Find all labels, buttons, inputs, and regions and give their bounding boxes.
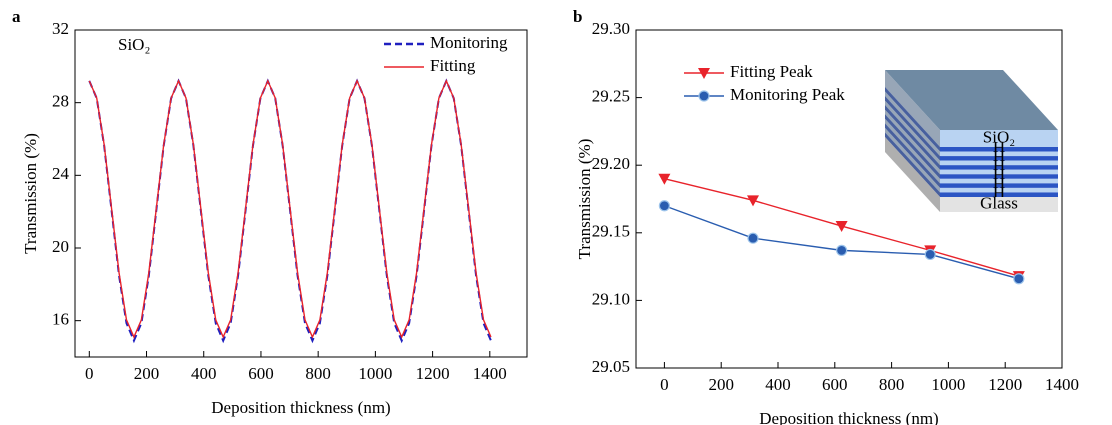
inset-layer-side	[885, 87, 940, 152]
inset-layer-side	[885, 114, 940, 179]
inset-layer-side	[885, 137, 940, 212]
marker	[658, 200, 671, 212]
data-line	[664, 205, 1020, 280]
x-tick-label: 1200	[416, 364, 450, 383]
x-tick-label: 200	[134, 364, 160, 383]
inset-layer-side	[885, 105, 940, 170]
panel-label: a	[12, 7, 21, 26]
x-tick-label: 1200	[988, 375, 1022, 394]
inset-layer-side	[885, 118, 940, 184]
marker	[658, 173, 671, 185]
inset-layer-side	[885, 91, 940, 157]
inset-layer-shade	[885, 70, 940, 147]
inset-layer-side	[885, 109, 940, 175]
inset-layer	[940, 160, 1058, 166]
panel-label: b	[573, 7, 582, 26]
inset-layer-side	[885, 123, 940, 188]
inset-layer-shade	[885, 123, 940, 188]
inset-layer-shade	[885, 105, 940, 170]
y-tick-label: 29.15	[592, 222, 630, 241]
data-line	[88, 79, 492, 339]
marker	[1013, 273, 1025, 285]
y-tick-label: 29.10	[592, 289, 630, 308]
inset-layer-side	[885, 70, 940, 147]
y-axis-title: Transmission (%)	[21, 133, 40, 254]
x-tick-label: 600	[248, 364, 274, 383]
inset-layer	[940, 151, 1058, 157]
inset-layer-shade	[885, 87, 940, 152]
x-tick-label: 800	[879, 375, 905, 394]
x-tick-label: 400	[765, 375, 791, 394]
inset-layer-shade	[885, 127, 940, 193]
marker	[747, 195, 760, 207]
y-tick-label: 32	[52, 19, 69, 38]
marker	[836, 244, 848, 256]
marker	[835, 221, 848, 233]
y-tick-label: 28	[52, 92, 69, 111]
inset-layer	[940, 147, 1058, 152]
inset-layer	[940, 197, 1058, 212]
x-tick-label: 800	[305, 364, 331, 383]
y-tick-label: 24	[52, 164, 70, 183]
legend-label: Monitoring	[430, 33, 508, 52]
inset-label: SiO₂	[983, 127, 1015, 146]
x-axis-title: Deposition thickness (nm)	[211, 398, 390, 417]
x-tick-label: 200	[708, 375, 734, 394]
x-tick-label: 0	[85, 364, 94, 383]
marker	[698, 68, 710, 79]
inset-top	[885, 70, 1058, 130]
x-tick-label: 600	[822, 375, 848, 394]
marker	[924, 248, 936, 261]
legend-label: Monitoring Peak	[730, 85, 845, 104]
x-tick-label: 0	[660, 375, 669, 394]
x-tick-label: 400	[191, 364, 217, 383]
inset-layer	[940, 156, 1058, 161]
inset-layer-shade	[885, 100, 940, 166]
plot-frame	[74, 29, 528, 358]
x-tick-label: 1400	[473, 364, 507, 383]
inset-layer-shade	[885, 137, 940, 212]
marker	[698, 90, 710, 102]
inset-layer	[940, 174, 1058, 179]
x-axis-title: Deposition thickness (nm)	[759, 409, 938, 425]
inset-layer-side	[885, 96, 940, 161]
legend-label: Fitting Peak	[730, 62, 813, 81]
marker	[747, 232, 759, 244]
y-tick-label: 29.05	[592, 357, 630, 376]
inset-layer	[940, 130, 1058, 147]
inset-label: Glass	[980, 193, 1018, 212]
inset-layer-shade	[885, 91, 940, 157]
inset-layer	[940, 169, 1058, 175]
y-tick-label: 20	[52, 237, 69, 256]
inset-layer	[940, 183, 1058, 188]
y-tick-label: 16	[52, 310, 69, 329]
inset-layer-side	[885, 132, 940, 197]
annotation: SiO₂	[118, 35, 150, 54]
legend-label: Fitting	[430, 56, 476, 75]
inset-layer-shade	[885, 114, 940, 179]
inset-layer	[940, 178, 1058, 184]
inset-layer-side	[885, 127, 940, 193]
y-tick-label: 29.20	[592, 154, 630, 173]
y-tick-label: 29.30	[592, 19, 630, 38]
inset-layer-shade	[885, 132, 940, 197]
inset-layer	[940, 192, 1058, 197]
inset-layer-shade	[885, 109, 940, 175]
inset-layer-shade	[885, 118, 940, 184]
inset-layer	[940, 165, 1058, 170]
y-tick-label: 29.25	[592, 87, 630, 106]
x-tick-label: 1400	[1045, 375, 1079, 394]
inset-layer	[940, 187, 1058, 193]
y-axis-title: Transmission (%)	[575, 139, 594, 260]
inset-layer-shade	[885, 96, 940, 161]
x-tick-label: 1000	[358, 364, 392, 383]
plot-frame	[635, 29, 1063, 369]
inset-layer-side	[885, 100, 940, 166]
x-tick-label: 1000	[931, 375, 965, 394]
